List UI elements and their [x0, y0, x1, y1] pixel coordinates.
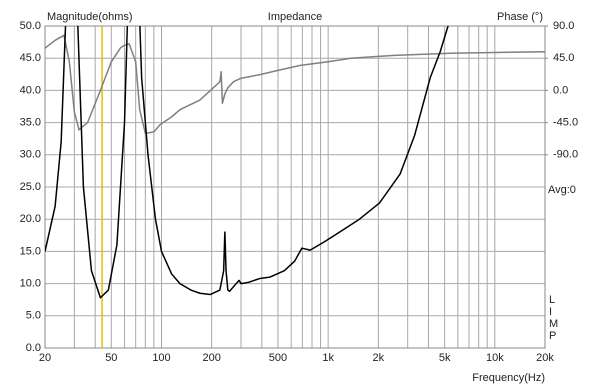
y-tick-label: 15.0: [20, 245, 41, 257]
y-tick-label: 5.0: [26, 310, 41, 322]
x-tick-label: 50: [105, 352, 117, 364]
y-tick-label: 40.0: [20, 84, 41, 96]
y2-axis-label: Phase (°): [497, 11, 543, 23]
y-tick-label: 30.0: [20, 149, 41, 161]
x-tick-label: 10k: [486, 352, 504, 364]
y-tick-label: 10.0: [20, 278, 41, 290]
y2-tick-label: -45.0: [553, 117, 578, 129]
series-line: [45, 26, 449, 299]
y2-tick-label: 45.0: [553, 52, 574, 64]
plot-border: [44, 25, 546, 349]
average-label: Avg:0: [548, 184, 576, 196]
y2-tick-label: 90.0: [553, 20, 574, 32]
x-tick-label: 20: [39, 352, 51, 364]
y-tick-label: 50.0: [20, 20, 41, 32]
x-axis-label: Frequency(Hz): [472, 372, 545, 384]
x-tick-label: 100: [152, 352, 170, 364]
side-letter: I: [549, 306, 552, 318]
y-tick-label: 45.0: [20, 52, 41, 64]
side-letter: L: [549, 294, 555, 306]
x-tick-label: 2k: [373, 352, 385, 364]
side-letter: M: [549, 318, 558, 330]
y-tick-label: 25.0: [20, 181, 41, 193]
x-tick-label: 500: [269, 352, 287, 364]
x-tick-label: 1k: [322, 352, 334, 364]
y-tick-label: 0.0: [26, 342, 41, 354]
y2-tick-label: -90.0: [553, 149, 578, 161]
chart-title: Impedance: [268, 11, 322, 23]
y2-tick-label: 0.0: [553, 84, 568, 96]
x-tick-label: 200: [202, 352, 220, 364]
plot-area: [45, 26, 545, 348]
y-tick-label: 20.0: [20, 213, 41, 225]
side-letter: P: [549, 330, 556, 342]
series-line: [45, 34, 545, 135]
y-axis-label: Magnitude(ohms): [47, 11, 133, 23]
x-tick-label: 20k: [536, 352, 554, 364]
x-tick-label: 5k: [439, 352, 451, 364]
y-tick-label: 35.0: [20, 117, 41, 129]
